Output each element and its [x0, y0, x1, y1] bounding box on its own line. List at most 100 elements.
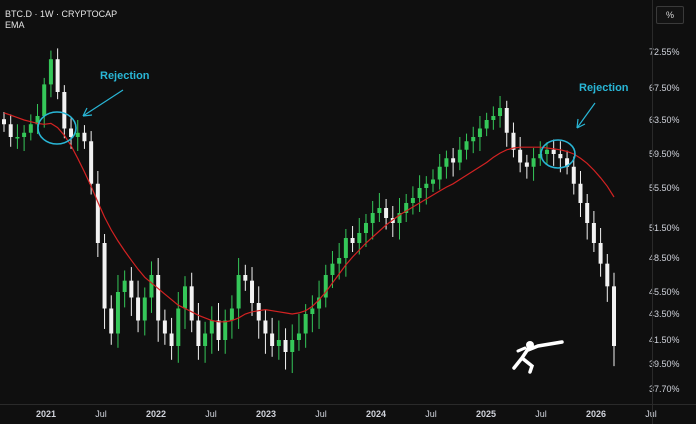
candle-body[interactable] — [612, 286, 616, 346]
candle-body[interactable] — [598, 243, 603, 264]
candle-body[interactable] — [498, 108, 503, 116]
ema-line[interactable] — [3, 112, 615, 323]
candle-body[interactable] — [95, 183, 100, 243]
candle-body[interactable] — [504, 108, 509, 133]
candle-body[interactable] — [531, 158, 536, 167]
candle-body[interactable] — [223, 320, 228, 341]
candle-body[interactable] — [491, 116, 496, 120]
candle-body[interactable] — [397, 213, 402, 223]
candle-body[interactable] — [109, 308, 114, 334]
candle-body[interactable] — [471, 137, 476, 142]
symbol-title[interactable]: BTC.D · 1W · CRYPTOCAP — [5, 9, 118, 19]
candle-body[interactable] — [431, 179, 436, 184]
candle-body[interactable] — [350, 238, 355, 243]
candle-body[interactable] — [28, 124, 33, 133]
candle-body[interactable] — [370, 213, 375, 223]
candle-body[interactable] — [176, 308, 181, 347]
candle-body[interactable] — [149, 275, 154, 298]
candle-body[interactable] — [477, 128, 482, 138]
candle-body[interactable] — [524, 162, 529, 167]
percent-scale-button[interactable]: % — [656, 6, 684, 24]
candle-body[interactable] — [22, 132, 27, 137]
candle-body[interactable] — [451, 158, 456, 163]
candle-body[interactable] — [578, 183, 583, 203]
candle-body[interactable] — [457, 149, 462, 163]
rejection-circle[interactable] — [540, 139, 576, 169]
indicator-label[interactable]: EMA — [5, 20, 25, 30]
candle-body[interactable] — [384, 208, 389, 218]
candle-body[interactable] — [229, 308, 234, 321]
candle-body[interactable] — [464, 141, 469, 150]
candle-body[interactable] — [330, 263, 335, 275]
candle-body[interactable] — [565, 158, 570, 167]
candle-body[interactable] — [437, 166, 442, 180]
candle-body[interactable] — [296, 333, 301, 341]
candle-body[interactable] — [55, 59, 60, 92]
candle-body[interactable] — [404, 203, 409, 213]
candle-body[interactable] — [136, 297, 141, 321]
candle-body[interactable] — [142, 297, 147, 321]
candle-body[interactable] — [310, 308, 315, 315]
candle-body[interactable] — [605, 263, 610, 287]
candle-body[interactable] — [511, 132, 516, 150]
y-axis-tick-label: 55.50% — [649, 183, 680, 193]
candle-body[interactable] — [75, 132, 80, 137]
candle-body[interactable] — [290, 340, 295, 352]
candle-body[interactable] — [323, 275, 328, 298]
candle-body[interactable] — [122, 280, 127, 292]
rejection-circle[interactable] — [37, 111, 77, 145]
candle-body[interactable] — [417, 188, 422, 198]
candle-body[interactable] — [162, 320, 167, 334]
candle-body[interactable] — [276, 340, 281, 346]
candle-body[interactable] — [518, 149, 523, 163]
candle-body[interactable] — [189, 286, 194, 321]
candle-body[interactable] — [591, 223, 596, 243]
candle-body[interactable] — [82, 132, 87, 142]
candle-body[interactable] — [357, 233, 362, 243]
candle-body[interactable] — [115, 292, 120, 334]
candle-body[interactable] — [444, 158, 449, 167]
candle-body[interactable] — [236, 275, 241, 309]
candle-body[interactable] — [35, 116, 40, 125]
candle-body[interactable] — [303, 314, 308, 334]
candle-body[interactable] — [263, 320, 268, 334]
candle-body[interactable] — [196, 320, 201, 347]
candle-body[interactable] — [2, 119, 6, 125]
candle-body[interactable] — [209, 320, 214, 334]
candle-body[interactable] — [424, 183, 429, 188]
candle-body[interactable] — [8, 124, 13, 137]
candle-body[interactable] — [363, 223, 368, 233]
candle-body[interactable] — [538, 154, 543, 159]
candle-body[interactable] — [62, 92, 67, 129]
candle-body[interactable] — [585, 203, 590, 223]
candle-body[interactable] — [337, 258, 342, 264]
candle-body[interactable] — [256, 303, 261, 321]
candle-body[interactable] — [544, 149, 549, 154]
candle-body[interactable] — [283, 340, 288, 352]
candle-body[interactable] — [203, 333, 208, 347]
candle-body[interactable] — [129, 280, 134, 298]
candle-body[interactable] — [216, 320, 221, 341]
candle-body[interactable] — [558, 154, 563, 159]
candle-body[interactable] — [317, 297, 322, 309]
candle-body[interactable] — [571, 166, 576, 184]
candle-body[interactable] — [250, 280, 255, 303]
candle-body[interactable] — [102, 243, 107, 309]
candle-body[interactable] — [484, 120, 489, 129]
candle-body[interactable] — [343, 238, 348, 258]
candle-body[interactable] — [551, 149, 556, 154]
candle-body[interactable] — [377, 208, 382, 213]
candle-body[interactable] — [15, 137, 20, 139]
candle-body[interactable] — [89, 141, 94, 184]
candle-body[interactable] — [156, 275, 161, 321]
candle-body[interactable] — [48, 59, 53, 85]
candle-body[interactable] — [69, 128, 74, 138]
candle-body[interactable] — [270, 333, 275, 347]
candle-body[interactable] — [182, 286, 187, 309]
candle-body[interactable] — [243, 275, 248, 281]
candle-body[interactable] — [169, 333, 174, 347]
candle-body[interactable] — [42, 84, 47, 116]
candle-body[interactable] — [410, 198, 415, 203]
